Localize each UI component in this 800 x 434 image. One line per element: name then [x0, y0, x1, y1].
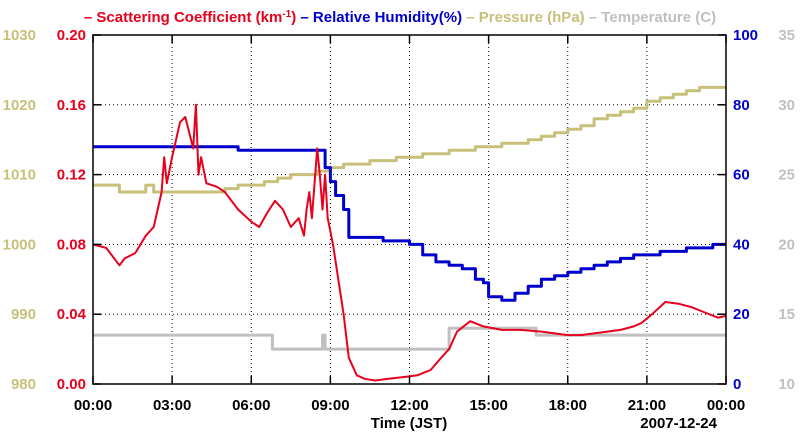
x-axis-label: Time (JST)	[371, 415, 447, 432]
temperature-tick-label: 35	[778, 27, 795, 44]
x-tick-label: 18:00	[549, 397, 587, 414]
x-tick-label: 21:00	[628, 397, 666, 414]
humidity-tick-label: 80	[733, 97, 750, 114]
humidity-tick-label: 20	[733, 306, 750, 323]
humidity-tick-label: 40	[733, 236, 750, 253]
series-line-2	[93, 145, 726, 302]
pressure-tick-label: 1000	[3, 236, 36, 253]
humidity-tick-label: 100	[733, 27, 758, 44]
x-tick-label: 00:00	[74, 397, 112, 414]
series-line-3	[92, 103, 727, 382]
tick-layer: 00:00 03:00 06:00 09:00 12:00 15:00 18:00 21:00…	[3, 27, 795, 414]
pressure-tick-label: 1030	[3, 27, 36, 44]
legend-entry-close: )	[291, 9, 296, 26]
temperature-tick-label: 20	[778, 236, 795, 253]
gridlines	[93, 35, 726, 384]
pressure-tick-label: 1010	[3, 167, 36, 184]
chart-title: – Scattering Coefficient (km-1) – Relati…	[84, 9, 716, 27]
pressure-tick-label: 990	[11, 306, 36, 323]
legend-superscript: -1	[282, 9, 291, 20]
x-tick-label: 09:00	[311, 397, 349, 414]
humidity-tick-label: 0	[733, 376, 741, 393]
x-tick-label: 06:00	[232, 397, 270, 414]
scattering-tick-label: 0.00	[57, 376, 86, 393]
scattering-tick-label: 0.08	[57, 236, 86, 253]
temperature-tick-label: 25	[778, 167, 795, 184]
humidity-tick-label: 60	[733, 167, 750, 184]
temperature-tick-label: 15	[778, 306, 795, 323]
legend-entry-2: – Pressure (hPa)	[462, 9, 585, 26]
series-layer	[92, 85, 727, 382]
x-tick-label: 12:00	[390, 397, 428, 414]
x-tick-label: 15:00	[469, 397, 507, 414]
legend-entry-0: – Scattering Coefficient (km	[84, 9, 282, 26]
series-line-0	[93, 85, 726, 194]
legend-entry-3: – Temperature (C)	[585, 9, 716, 26]
x-tick-label: 00:00	[707, 397, 745, 414]
temperature-tick-label: 10	[778, 376, 795, 393]
x-tick-label: 03:00	[153, 397, 191, 414]
scattering-tick-label: 0.04	[57, 306, 87, 323]
pressure-tick-label: 980	[11, 376, 36, 393]
pressure-tick-label: 1020	[3, 97, 36, 114]
scattering-tick-label: 0.20	[57, 27, 86, 44]
scattering-tick-label: 0.12	[57, 167, 86, 184]
legend-entry-1: – Relative Humidity(%)	[296, 9, 462, 26]
date-label: 2007-12-24	[640, 415, 717, 432]
scattering-tick-label: 0.16	[57, 97, 86, 114]
temperature-tick-label: 30	[778, 97, 795, 114]
